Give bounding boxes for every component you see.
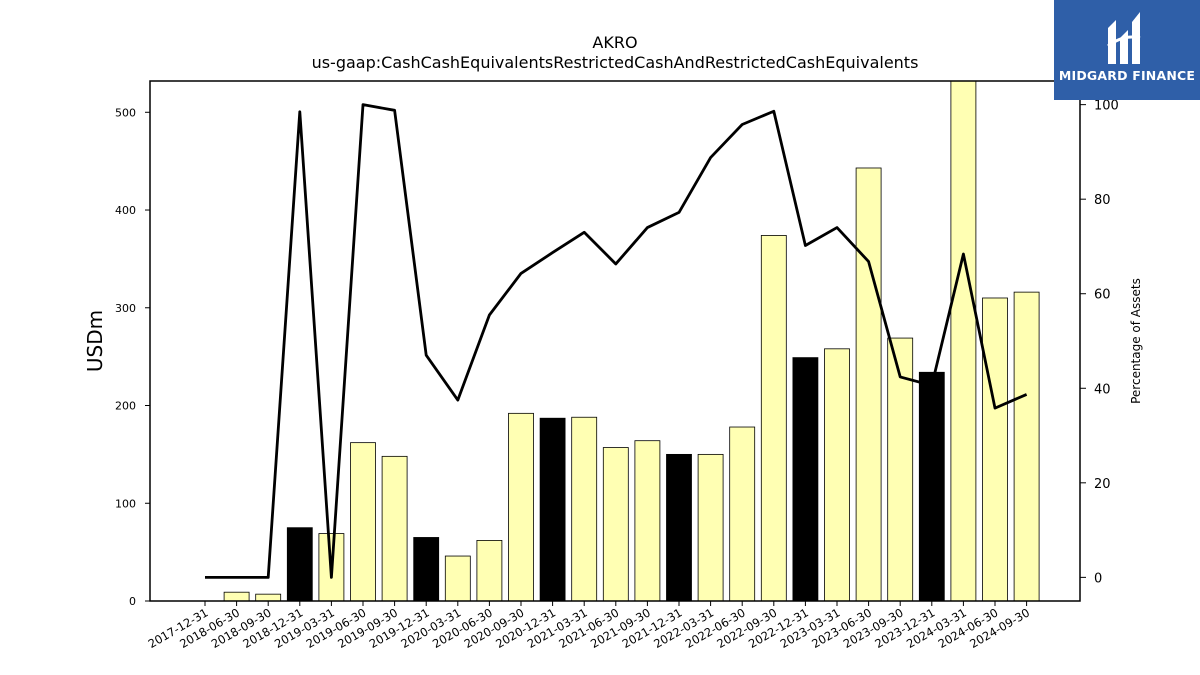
bar-2020-06-30 (476, 540, 503, 601)
bar-2023-12-31 (918, 371, 945, 601)
brand-logo-icon (1107, 12, 1141, 64)
y-tick-label: 400 (115, 204, 136, 217)
chart-title: AKRO (592, 33, 637, 52)
bar-2023-09-30 (887, 337, 914, 601)
y2-tick-label: 60 (1094, 288, 1111, 303)
bar-2022-03-31 (697, 453, 724, 601)
percentage-of-assets-line (205, 103, 1028, 579)
bar-2019-09-30 (381, 455, 408, 601)
y2-tick-label: 20 (1094, 477, 1111, 492)
y-tick-label: 0 (129, 595, 136, 608)
y-tick-label: 200 (115, 400, 136, 413)
bar-2021-06-30 (602, 447, 629, 601)
bar-2020-09-30 (508, 412, 534, 601)
bar-2022-09-30 (760, 235, 787, 601)
y2-axis-label: Percentage of Assets (1129, 278, 1143, 404)
bar-2024-06-30 (982, 297, 1008, 601)
bar-2018-06-30 (223, 591, 250, 601)
brand-logo-text: MIDGARD FINANCE (1058, 68, 1196, 83)
y-tick-label: 300 (115, 302, 136, 315)
bar-2021-12-31 (666, 453, 692, 601)
bar-2018-09-30 (255, 593, 282, 601)
y-tick-label: 100 (115, 497, 136, 510)
bar-2019-06-30 (350, 442, 376, 601)
bar-2021-09-30 (634, 440, 661, 601)
bar-2019-12-31 (413, 537, 440, 601)
y2-tick-label: 0 (1094, 571, 1102, 586)
bar-2022-06-30 (729, 426, 756, 601)
y-axis-label: USDm (83, 310, 107, 372)
bar-2022-12-31 (792, 357, 819, 601)
bar-2020-12-31 (539, 417, 566, 601)
bar-2018-12-31 (286, 527, 313, 601)
bar-2023-06-30 (855, 167, 882, 601)
bar-2020-03-31 (444, 555, 471, 601)
line-series (205, 103, 1028, 579)
y2-tick-label: 100 (1094, 99, 1119, 114)
bar-2021-03-31 (571, 416, 598, 601)
y-tick-label: 500 (115, 106, 136, 119)
bar-2024-09-30 (1013, 291, 1040, 601)
brand-logo: MIDGARD FINANCE (1054, 0, 1200, 100)
chart-subtitle: us-gaap:CashCashEquivalentsRestrictedCas… (312, 53, 919, 72)
y2-tick-label: 40 (1094, 382, 1111, 397)
bar-series (223, 81, 1040, 601)
bar-2024-03-31 (950, 81, 977, 601)
y2-tick-label: 80 (1094, 193, 1111, 208)
bar-2023-03-31 (824, 348, 850, 601)
plot-frame (149, 80, 1081, 602)
